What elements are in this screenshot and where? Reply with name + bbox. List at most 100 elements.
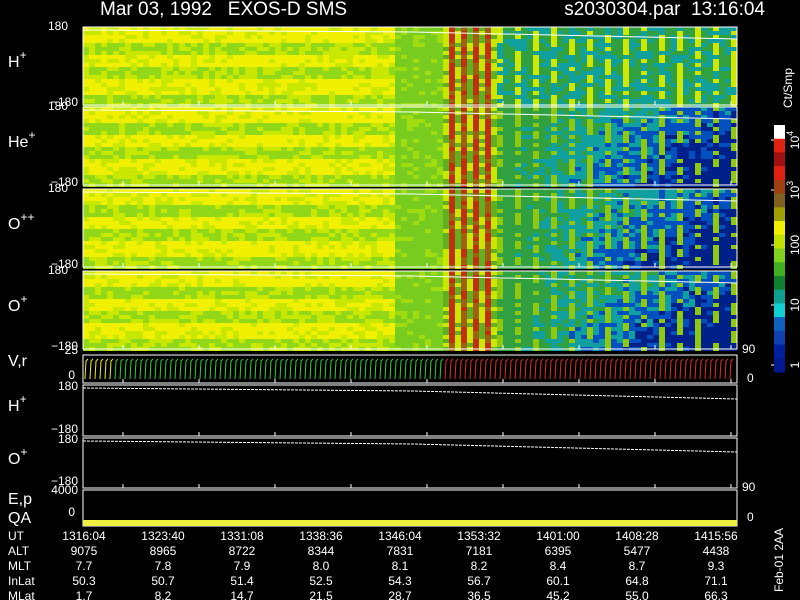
spectrogram-cell xyxy=(143,59,149,63)
spectrogram-cell xyxy=(413,135,419,139)
spectrogram-cell xyxy=(317,59,323,63)
spectrogram-cell xyxy=(629,131,635,135)
spectrogram-cell xyxy=(665,155,671,159)
spectrogram-cell xyxy=(167,189,173,193)
spectrogram-cell xyxy=(143,107,149,111)
spectrogram-cell xyxy=(575,87,581,91)
spectrogram-cell xyxy=(143,35,149,39)
spectrogram-cell xyxy=(125,189,131,193)
spectrogram-cell xyxy=(245,155,251,159)
spectrogram-cell xyxy=(515,91,521,95)
spectrogram-cell xyxy=(317,67,323,71)
spectrogram-cell xyxy=(371,43,377,47)
spectrogram-cell xyxy=(329,147,335,151)
spectrogram-cell xyxy=(719,39,725,43)
spectrogram-cell xyxy=(419,107,425,111)
spectrogram-cell xyxy=(593,155,599,159)
spectrogram-cell xyxy=(215,115,221,119)
spectrogram-cell xyxy=(635,63,641,67)
spectrogram-cell xyxy=(311,75,317,79)
spectrogram-cell xyxy=(167,27,173,31)
spectrogram-cell xyxy=(497,79,503,83)
spectrogram-cell xyxy=(239,51,245,55)
spectrogram-cell xyxy=(497,87,503,91)
spectrogram-cell xyxy=(515,127,521,131)
spectrogram-cell xyxy=(305,83,311,87)
spectrogram-cell xyxy=(383,127,389,131)
spectrogram-cell xyxy=(137,47,143,51)
spectrogram-cell xyxy=(311,155,317,159)
spectrogram-cell xyxy=(545,143,551,147)
spectrogram-cell xyxy=(545,163,551,167)
spectrogram-cell xyxy=(113,131,119,135)
spectrogram-cell xyxy=(365,107,371,111)
spectrogram-cell xyxy=(251,59,257,63)
spectrogram-cell xyxy=(107,151,113,155)
spectrogram-cell xyxy=(101,119,107,123)
spectrogram-cell xyxy=(401,91,407,95)
spectrogram-cell xyxy=(101,139,107,143)
spectrogram-cell xyxy=(311,55,317,59)
spectrogram-cell xyxy=(425,115,431,119)
spectrogram-cell xyxy=(521,59,527,63)
spectrogram-cell xyxy=(647,67,653,71)
spectrogram-cell xyxy=(731,127,737,131)
spectrogram-cell xyxy=(329,139,335,143)
spectrogram-cell xyxy=(293,139,299,143)
spectrogram-cell xyxy=(101,257,107,261)
spectrogram-cell xyxy=(467,159,473,163)
spectrogram-cell xyxy=(227,189,233,193)
spectrogram-cell xyxy=(395,163,401,167)
spectrogram-cell xyxy=(227,193,233,197)
spectrogram-cell xyxy=(131,119,137,123)
spectrogram-cell xyxy=(545,119,551,123)
spectrogram-cell xyxy=(635,27,641,31)
spectrogram-cell xyxy=(209,217,215,221)
spectrogram-cell xyxy=(167,229,173,233)
spectrogram-cell xyxy=(101,213,107,217)
spectrogram-cell xyxy=(701,71,707,75)
spectrogram-cell xyxy=(257,115,263,119)
spectrogram-cell xyxy=(659,175,665,179)
spectrogram-cell xyxy=(707,123,713,127)
spectrogram-cell xyxy=(473,99,479,103)
spectrogram-cell xyxy=(125,143,131,147)
spectrogram-cell xyxy=(593,59,599,63)
spectrogram-cell xyxy=(671,115,677,119)
spectrogram-cell xyxy=(221,131,227,135)
spectrogram-cell xyxy=(341,127,347,131)
spectrogram-cell xyxy=(683,67,689,71)
spectrogram-cell xyxy=(695,95,701,99)
spectrogram-cell xyxy=(713,107,719,111)
spectrogram-cell xyxy=(497,59,503,63)
spectrogram-cell xyxy=(701,155,707,159)
spectrogram-cell xyxy=(683,43,689,47)
spectrogram-cell xyxy=(209,209,215,213)
spectrogram-cell xyxy=(83,225,89,229)
spectrogram-cell xyxy=(575,151,581,155)
spectrogram-cell xyxy=(275,35,281,39)
spectrogram-cell xyxy=(257,261,263,265)
spectrogram-cell xyxy=(275,83,281,87)
spectrogram-cell xyxy=(617,43,623,47)
spectrogram-cell xyxy=(557,171,563,175)
spectrogram-cell xyxy=(485,135,491,139)
spectrogram-cell xyxy=(185,245,191,249)
spectrogram-cell xyxy=(401,147,407,151)
spectrogram-cell xyxy=(221,205,227,209)
spectrogram-cell xyxy=(209,27,215,31)
spectrogram-cell xyxy=(509,159,515,163)
spectrogram-cell xyxy=(641,155,647,159)
spectrogram-cell xyxy=(455,155,461,159)
spectrogram-cell xyxy=(587,111,593,115)
spectrogram-cell xyxy=(119,131,125,135)
spectrogram-cell xyxy=(449,143,455,147)
spectrogram-cell xyxy=(107,47,113,51)
spectrogram-cell xyxy=(497,99,503,103)
spectrogram-cell xyxy=(491,31,497,35)
spectrogram-cell xyxy=(533,151,539,155)
spectrogram-cell xyxy=(485,43,491,47)
spectrogram-cell xyxy=(263,131,269,135)
spectrogram-cell xyxy=(581,31,587,35)
spectrogram-cell xyxy=(485,155,491,159)
